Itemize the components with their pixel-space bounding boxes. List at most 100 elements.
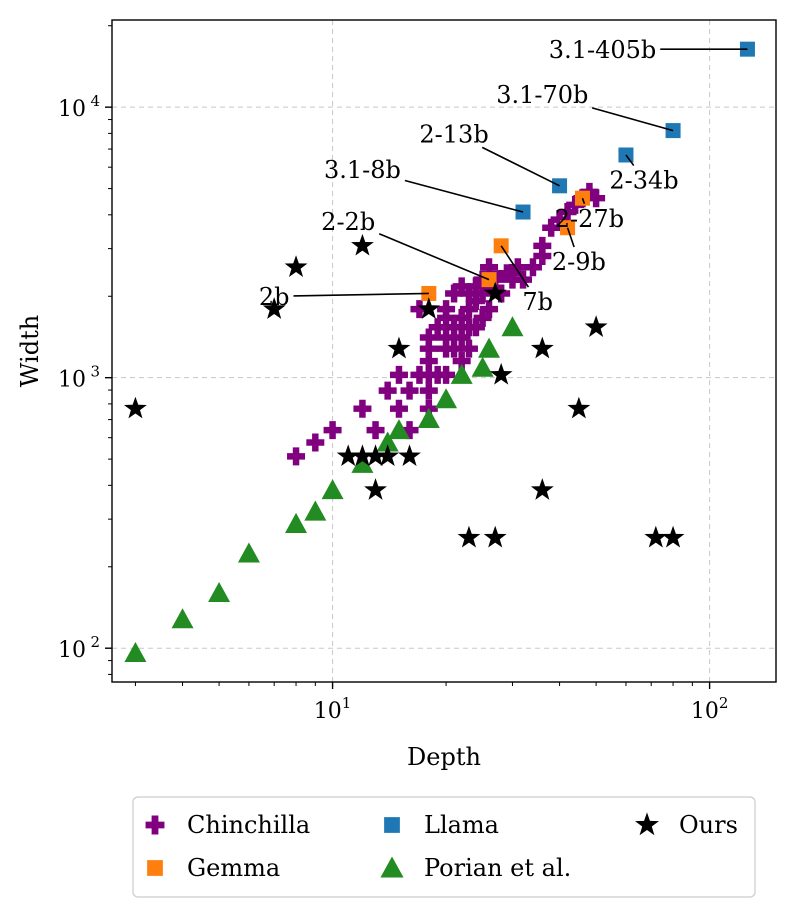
porian-et-al-point — [237, 542, 260, 563]
legend-label: Chinchilla — [187, 811, 310, 839]
chinchilla-point — [437, 328, 456, 347]
ours-point — [398, 444, 421, 467]
porian-et-al-point — [501, 316, 524, 337]
chinchilla-point — [480, 258, 499, 277]
annotation-label: 2-2b — [321, 208, 375, 236]
chinchilla-point — [287, 447, 306, 466]
chinchilla-point — [508, 258, 527, 277]
chinchilla-point — [410, 300, 429, 319]
ours-point — [483, 281, 507, 304]
chinchilla-point — [466, 292, 485, 311]
chinchilla-point — [323, 421, 342, 440]
annotation-leader-line — [566, 227, 575, 248]
chinchilla-point — [428, 318, 447, 337]
annotation-leader-line — [293, 292, 429, 297]
x-tick-label: 101 — [314, 694, 352, 724]
plot-frame — [111, 19, 777, 683]
chinchilla-point — [389, 365, 408, 384]
ours-point — [530, 336, 554, 359]
ours-point — [351, 444, 374, 467]
porian-et-al-point — [417, 407, 440, 428]
legend-marker — [635, 812, 659, 836]
chinchilla-point — [437, 308, 456, 327]
annotation-label: 2-13b — [419, 120, 488, 148]
chinchilla-point — [452, 328, 471, 347]
chinchilla-point — [466, 277, 485, 296]
chinchilla-point — [550, 210, 569, 229]
legend-marker — [384, 817, 400, 833]
annotation-label: 2-34b — [609, 167, 678, 195]
annotation-label: 3.1-405b — [549, 36, 656, 64]
y-axis-label: Width — [16, 315, 44, 387]
chinchilla-point — [445, 284, 464, 303]
porian-et-al-point — [478, 337, 501, 358]
porian-et-al-point — [208, 581, 231, 603]
chinchilla-point — [410, 365, 429, 384]
y-tick-label: 10 2 — [58, 633, 100, 663]
x-axis-label: Depth — [407, 743, 481, 771]
ours-point — [124, 396, 147, 419]
legend: Chinchilla Gemma Llama Porian et al. Ours — [132, 796, 756, 898]
ours-point — [567, 396, 591, 419]
legend-label: Ours — [679, 811, 738, 839]
legend-label: Gemma — [187, 854, 280, 882]
annotation-leader-line — [500, 245, 530, 288]
ours-point — [483, 525, 507, 548]
annotation-leader-line — [591, 107, 674, 132]
chinchilla-point — [419, 352, 438, 371]
ours-point — [489, 362, 513, 385]
grid-lines — [112, 20, 776, 682]
chinchilla-point — [419, 328, 438, 347]
legend-marker — [380, 856, 404, 878]
ours-point — [661, 525, 685, 548]
annotation-label: 3.1-70b — [496, 81, 588, 109]
porian-et-al-point — [321, 479, 344, 500]
chinchilla-point — [306, 433, 325, 452]
ours-point — [376, 444, 400, 467]
annotation-label: 7b — [522, 288, 553, 316]
chinchilla-point — [378, 381, 397, 400]
porian-et-al-point — [376, 431, 399, 452]
ours-point — [644, 525, 668, 548]
porian-et-al-point — [124, 641, 147, 663]
chinchilla-point — [452, 277, 471, 296]
ours-point — [584, 315, 608, 337]
ours-point — [284, 255, 308, 277]
annotation-label: 2-9b — [552, 248, 606, 276]
chinchilla-point — [353, 399, 372, 418]
chinchilla-point — [419, 339, 438, 358]
ours-point — [351, 233, 374, 256]
ours-point — [262, 297, 286, 319]
chinchilla-point — [533, 236, 552, 255]
chinchilla-point — [459, 339, 478, 358]
chinchilla-point — [445, 318, 464, 337]
porian-et-al-point — [171, 608, 194, 629]
annotation-leader-line — [378, 233, 490, 281]
chinchilla-point — [437, 365, 456, 384]
annotation-leader-line — [581, 197, 586, 205]
chinchilla-point — [587, 189, 606, 208]
porian-et-al-point — [435, 388, 458, 409]
annotation-label: 2-27b — [555, 205, 624, 233]
y-tick-label: 10 3 — [58, 363, 100, 393]
chinchilla-point — [400, 381, 419, 400]
legend-marker — [147, 860, 163, 876]
chinchilla-point — [459, 300, 478, 319]
chinchilla-point — [558, 203, 577, 222]
chinchilla-point — [497, 264, 516, 283]
chinchilla-point — [542, 218, 561, 237]
chinchilla-point — [503, 270, 522, 289]
chinchilla-point — [452, 352, 471, 371]
annotation-leader-line — [404, 179, 524, 213]
legend-label: Porian et al. — [424, 854, 571, 882]
chinchilla-point — [366, 421, 385, 440]
chinchilla-point — [533, 247, 552, 266]
x-tick-label: 102 — [691, 694, 729, 724]
annotation-leader-line — [625, 154, 635, 167]
chinchilla-point — [445, 339, 464, 358]
y-tick-label: 10 4 — [58, 92, 100, 122]
annotation-label: 2b — [259, 283, 290, 311]
ours-point — [364, 444, 387, 467]
annotation-leader-line — [481, 146, 560, 187]
chinchilla-point — [400, 421, 419, 440]
